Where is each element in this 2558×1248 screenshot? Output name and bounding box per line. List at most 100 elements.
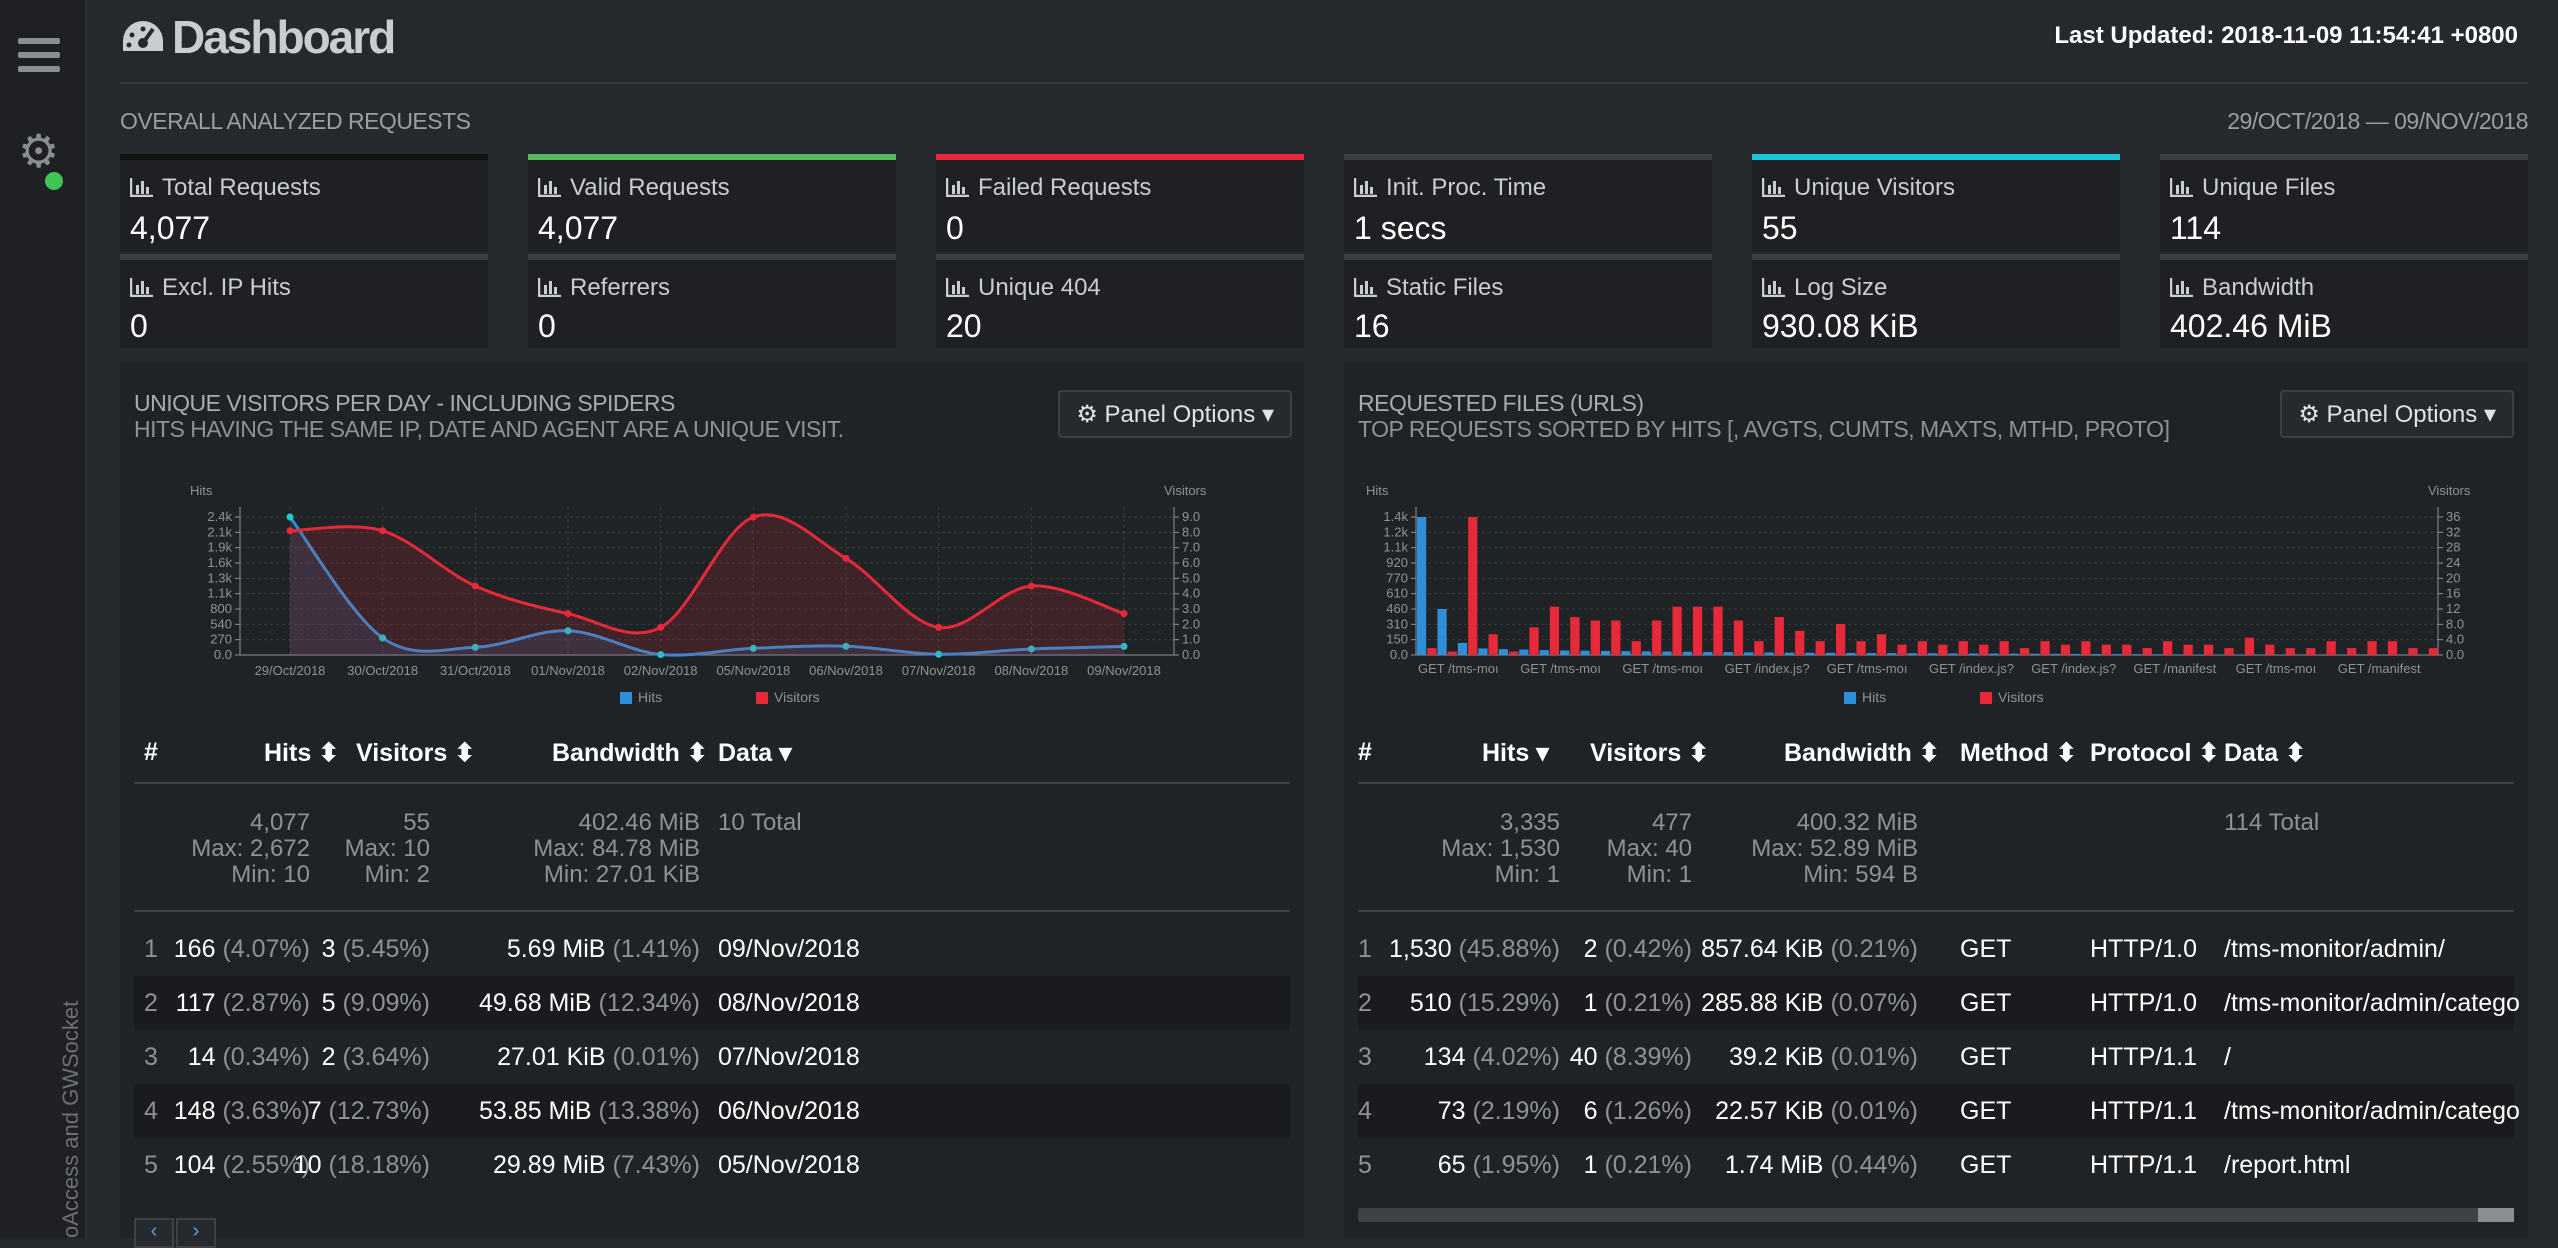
col-bandwidth-sort[interactable]: Bandwidth ⬍ xyxy=(552,738,708,768)
col-visitors-sort[interactable]: Visitors ⬍ xyxy=(1590,738,1709,768)
cell-hits-hits: 148 xyxy=(174,1097,216,1125)
visitors-panel-options-button[interactable]: ⚙ Panel Options ▾ xyxy=(1058,390,1292,438)
divider xyxy=(134,782,1290,784)
legend-swatch xyxy=(620,692,632,704)
bar-visitors xyxy=(2429,648,2438,655)
cell-protocol-proto: HTTP/1.0 xyxy=(2090,989,2197,1017)
stat-card-label-text: Log Size xyxy=(1794,274,1887,301)
sort-icon: ⬍ xyxy=(2056,739,2077,767)
bar-visitors xyxy=(2286,648,2295,655)
data-point xyxy=(472,583,479,590)
stat-card-value: 0 xyxy=(946,210,964,247)
bar-visitors xyxy=(2000,641,2009,655)
sort-desc-icon: ▾ xyxy=(1536,739,1549,767)
bar-hits xyxy=(2030,654,2039,655)
scrollbar-thumb[interactable] xyxy=(2478,1208,2514,1222)
cell-method-method: GET xyxy=(1960,935,2011,963)
col-data-label: Data xyxy=(718,739,772,767)
cell-method: GET xyxy=(1960,935,2011,964)
visitors-table-header: # Hits ⬍ Visitors ⬍ Bandwidth ⬍ Data ▾ xyxy=(134,738,1290,778)
next-page-button[interactable]: › xyxy=(176,1218,216,1248)
legend-swatch xyxy=(1980,692,1992,704)
cell-protocol: HTTP/1.0 xyxy=(2090,935,2197,964)
summary-total: 10 Total xyxy=(718,810,802,836)
col-hits-sort[interactable]: Hits ⬍ xyxy=(264,738,339,768)
col-method-sort[interactable]: Method ⬍ xyxy=(1960,738,2077,768)
y2-tick-label: 9.0 xyxy=(1182,509,1200,524)
cell-hits-hits: 65 xyxy=(1438,1151,1466,1179)
cell-visitors: 5 (9.09%) xyxy=(322,989,430,1018)
cell-visitors: 1 (0.21%) xyxy=(1584,989,1692,1018)
cell-visitors: 40 (8.39%) xyxy=(1570,1043,1692,1072)
cell-data-data: / xyxy=(2224,1043,2231,1071)
y-tick-label: 1.3k xyxy=(207,570,232,585)
cell-bandwidth-bw-pct: (0.44%) xyxy=(1830,1151,1918,1179)
cell-visitors-vis-pct: (18.18%) xyxy=(329,1151,430,1179)
cell-data-data: 09/Nov/2018 xyxy=(718,935,860,963)
col-bandwidth-label: Bandwidth xyxy=(552,739,680,767)
menu-icon[interactable] xyxy=(18,38,60,74)
col-protocol-sort[interactable]: Protocol ⬍ xyxy=(2090,738,2219,768)
bar-visitors xyxy=(1693,607,1702,655)
settings-gear-icon[interactable]: ⚙ xyxy=(18,128,59,174)
bar-hits xyxy=(1581,651,1590,655)
cell-visitors: 10 (18.18%) xyxy=(294,1151,430,1180)
cell-num-n: 1 xyxy=(144,935,158,963)
prev-page-button[interactable]: ‹ xyxy=(134,1218,174,1248)
bar-hits xyxy=(1683,652,1692,655)
col-bandwidth-sort[interactable]: Bandwidth ⬍ xyxy=(1784,738,1940,768)
bar-visitors xyxy=(1734,621,1743,656)
stat-card-label: Init. Proc. Time xyxy=(1354,174,1546,202)
cell-hits: 65 (1.95%) xyxy=(1438,1151,1560,1180)
cell-hits-hits: 14 xyxy=(188,1043,216,1071)
cell-bandwidth: 857.64 KiB (0.21%) xyxy=(1701,935,1918,964)
y2-tick-label: 36 xyxy=(2446,509,2460,524)
cell-num-n: 3 xyxy=(144,1043,158,1071)
cell-protocol-proto: HTTP/1.1 xyxy=(2090,1097,2197,1125)
stat-card-value: 1 secs xyxy=(1354,210,1446,247)
col-data-sort[interactable]: Data ⬍ xyxy=(2224,738,2306,768)
cell-visitors-vis: 1 xyxy=(1584,989,1598,1017)
files-panel-options-button[interactable]: ⚙ Panel Options ▾ xyxy=(2280,390,2514,438)
horizontal-scrollbar[interactable] xyxy=(1358,1208,2514,1222)
bar-hits xyxy=(1887,653,1896,655)
cell-method: GET xyxy=(1960,1151,2011,1180)
cell-visitors-vis-pct: (0.21%) xyxy=(1604,1151,1692,1179)
col-hits-sort[interactable]: Hits ▾ xyxy=(1482,738,1549,768)
cell-bandwidth: 1.74 MiB (0.44%) xyxy=(1725,1151,1918,1180)
col-method-label: Method xyxy=(1960,739,2049,767)
page-title-text: Dashboard xyxy=(172,11,394,63)
x-tick-label: 08/Nov/2018 xyxy=(994,663,1068,678)
cell-protocol: HTTP/1.1 xyxy=(2090,1151,2197,1180)
cell-protocol-proto: HTTP/1.1 xyxy=(2090,1043,2197,1071)
bar-visitors xyxy=(1959,641,1968,655)
stat-card-label: Unique 404 xyxy=(946,274,1101,302)
bar-hits xyxy=(1948,653,1957,655)
cell-num: 2 xyxy=(144,989,158,1018)
cell-bandwidth-bw: 29.89 MiB xyxy=(493,1151,606,1179)
summary-bw-min: Min: 27.01 KiB xyxy=(544,861,700,888)
stat-card-label: Total Requests xyxy=(130,174,321,202)
bar-chart-icon xyxy=(2170,277,2194,297)
summary-total-label: Total xyxy=(2269,809,2320,836)
col-data-sort[interactable]: Data ▾ xyxy=(718,738,792,768)
x-tick-label: 06/Nov/2018 xyxy=(809,663,883,678)
col-visitors-sort[interactable]: Visitors ⬍ xyxy=(356,738,475,768)
cell-data: 09/Nov/2018 xyxy=(718,935,860,964)
y2-tick-label: 3.0 xyxy=(1182,601,1200,616)
stat-card: Init. Proc. Time 1 secs xyxy=(1344,154,1712,252)
